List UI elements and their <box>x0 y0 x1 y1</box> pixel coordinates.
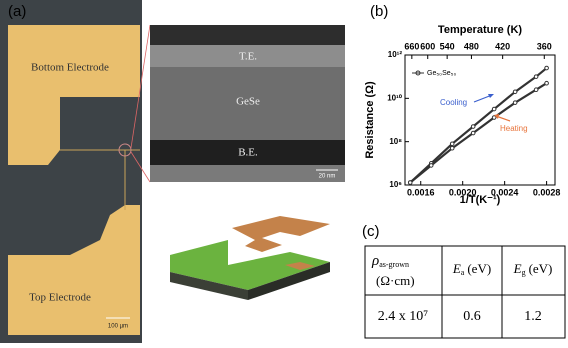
series-line <box>409 67 548 184</box>
table-cell: 2.4 x 10⁷ <box>378 309 429 324</box>
plot-frame <box>404 54 556 186</box>
point <box>428 163 434 168</box>
x-tick-label: 0.0016 <box>407 187 435 197</box>
y-axis-label: Resistance (Ω) <box>364 81 376 159</box>
zoom-line <box>130 151 151 183</box>
x2-tick-label: 420 <box>495 41 510 51</box>
table-grid <box>364 245 566 339</box>
legend-label: Ge₅₀Se₅₀ <box>427 70 456 77</box>
zoom-circle <box>118 143 132 157</box>
table-header: (Ω·cm) <box>376 273 415 288</box>
x2-axis-label: Temperature (K) <box>438 24 522 36</box>
electrode-label: Bottom Electrode <box>31 62 109 74</box>
point <box>449 145 455 151</box>
electrode-label: Top Electrode <box>29 292 91 304</box>
layer-label: B.E. <box>238 147 258 159</box>
table-header: Eg (eV) <box>513 261 553 277</box>
annotation: Heating <box>500 124 528 133</box>
device-pad <box>285 262 315 270</box>
point <box>533 74 539 79</box>
x-tick-label: 0.0020 <box>449 187 477 197</box>
tem-be <box>150 140 345 165</box>
unit: (eV) <box>467 261 491 276</box>
subscript: as-grown <box>379 260 409 269</box>
y-tick-label: 10⁶ <box>389 180 402 189</box>
point <box>512 100 518 105</box>
device-side <box>248 262 330 300</box>
panel-label: (a) <box>8 3 26 20</box>
tem-substrate <box>150 165 345 182</box>
point <box>512 89 518 95</box>
scale-label: 20 nm <box>319 174 336 180</box>
device-top <box>232 216 330 252</box>
scale-label: 100 µm <box>108 324 128 330</box>
point <box>544 80 549 86</box>
point <box>470 130 476 136</box>
x-axis-label: 1/T(K⁻¹) <box>460 194 501 206</box>
point <box>533 87 539 93</box>
x-tick-label: 0.0028 <box>533 187 561 197</box>
y-tick-label: 10¹⁰ <box>387 93 403 102</box>
symbol: E <box>452 261 461 276</box>
table-header: ρas-grown <box>371 253 409 269</box>
subscript: a <box>461 268 465 277</box>
x2-tick-label: 540 <box>440 41 455 51</box>
panel-label: (c) <box>362 223 380 240</box>
point <box>470 124 476 129</box>
layer-label: T.E. <box>239 51 257 63</box>
table-border <box>364 245 566 339</box>
device-side <box>170 272 248 300</box>
y-tick-label: 10¹² <box>388 50 403 59</box>
top-electrode <box>8 205 140 335</box>
x-tick-label: 0.0024 <box>491 187 519 197</box>
tem-cap <box>150 25 345 45</box>
layer-label: GeSe <box>236 96 260 108</box>
arrow-head <box>488 94 494 98</box>
unit: (eV) <box>529 261 553 276</box>
point <box>544 65 549 71</box>
table-cell: 0.6 <box>463 309 481 324</box>
tem-te <box>150 45 345 67</box>
symbol: E <box>513 261 522 276</box>
y-tick-label: 10⁸ <box>389 137 402 146</box>
symbol: ρ <box>371 253 379 269</box>
arrow <box>473 94 493 103</box>
zoom-line <box>130 24 151 149</box>
point <box>449 141 455 147</box>
bottom-electrode <box>8 25 140 165</box>
tem-gese <box>150 67 345 140</box>
panel-label: (b) <box>370 3 388 20</box>
device-base <box>170 240 330 290</box>
x2-tick-label: 600 <box>420 41 435 51</box>
x2-tick-label: 480 <box>464 41 479 51</box>
subscript: g <box>522 268 526 277</box>
table-cell: 1.2 <box>524 309 542 324</box>
point <box>491 115 497 120</box>
table-header: Ea (eV) <box>452 261 491 277</box>
annotation: Cooling <box>440 98 467 107</box>
x2-tick-label: 660 <box>404 41 419 51</box>
x2-tick-label: 360 <box>537 41 552 51</box>
point <box>491 106 497 112</box>
series-line <box>409 82 548 184</box>
legend-marker <box>415 70 421 76</box>
arrow-head <box>494 114 499 119</box>
point <box>407 180 413 185</box>
